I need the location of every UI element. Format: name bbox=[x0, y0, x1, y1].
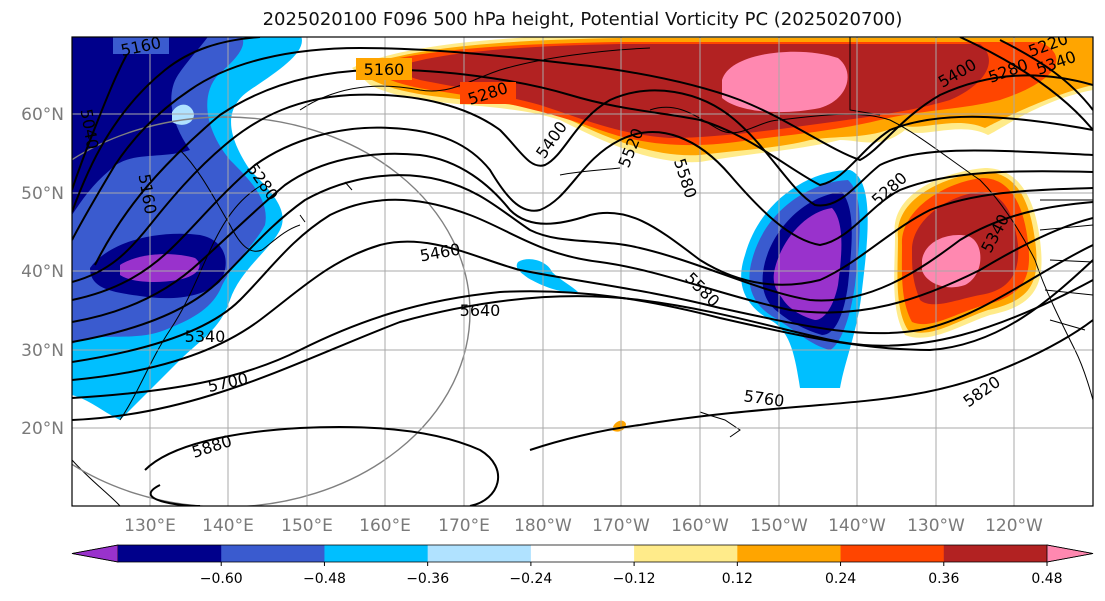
colorbar-tick-label: −0.12 bbox=[613, 571, 656, 587]
colorbar-swatch bbox=[427, 545, 532, 562]
colorbar-tick-label: −0.48 bbox=[303, 571, 346, 587]
colorbar-swatch bbox=[634, 545, 738, 562]
map-frame bbox=[71, 36, 1094, 507]
lon-label: 150°W bbox=[750, 516, 808, 536]
lon-label: 170°E bbox=[438, 516, 490, 536]
lat-label: 60°N bbox=[21, 105, 64, 125]
colorbar-extend-low bbox=[71, 544, 119, 563]
colorbar-tick-label: −0.36 bbox=[406, 571, 449, 587]
colorbar-outline bbox=[71, 544, 1094, 563]
lat-label: 20°N bbox=[21, 419, 64, 439]
colorbar-swatch bbox=[737, 545, 842, 562]
lon-label: 160°E bbox=[359, 516, 411, 536]
lat-label: 30°N bbox=[21, 341, 64, 361]
lon-label: 140°E bbox=[202, 516, 254, 536]
pv-anomaly-north-positive bbox=[352, 37, 1093, 163]
chart-title: 2025020100 F096 500 hPa height, Potentia… bbox=[262, 9, 903, 30]
lon-label: 160°W bbox=[671, 516, 729, 536]
latitude-labels: 20°N 30°N 40°N 50°N 60°N bbox=[21, 105, 64, 439]
colorbar-swatch bbox=[118, 545, 222, 562]
colorbar-tick-label: 0.48 bbox=[1031, 571, 1062, 587]
lon-label: 150°E bbox=[281, 516, 333, 536]
lon-label: 170°W bbox=[592, 516, 650, 536]
colorbar-swatches bbox=[71, 544, 1094, 563]
colorbar-tick-label: −0.24 bbox=[509, 571, 552, 587]
contour-label: 5640 bbox=[460, 301, 501, 320]
lon-label: 130°E bbox=[124, 516, 176, 536]
lat-label: 50°N bbox=[21, 184, 64, 204]
colorbar-swatch bbox=[840, 545, 945, 562]
colorbar-swatch bbox=[324, 545, 429, 562]
contour-label: 5160 bbox=[364, 60, 405, 79]
colorbar-swatch bbox=[943, 545, 1048, 562]
map-content: 5160 5160 5160 5280 5280 5280 5340 5400 … bbox=[72, 37, 1093, 506]
contour-label: 5340 bbox=[185, 327, 226, 346]
colorbar-tick-label: 0.24 bbox=[825, 571, 856, 587]
colorbar-tick-label: −0.60 bbox=[200, 571, 243, 587]
lon-label: 130°W bbox=[907, 516, 965, 536]
colorbar-tick-label: 0.36 bbox=[928, 571, 959, 587]
colorbar-swatch bbox=[530, 545, 635, 562]
colorbar-extend-high bbox=[1046, 544, 1094, 563]
colorbar-swatch bbox=[221, 545, 325, 562]
lon-label: 140°W bbox=[828, 516, 886, 536]
colorbar-tick-labels: −0.60 −0.48 −0.36 −0.24 −0.12 0.12 0.24 0.36 0.4… bbox=[200, 571, 1063, 587]
height-contours bbox=[72, 37, 1093, 506]
colorbar-ticks bbox=[220, 562, 1048, 566]
longitude-labels: 130°E 140°E 150°E 160°E 170°E 180°W 170°… bbox=[124, 516, 1043, 536]
range-ring bbox=[72, 116, 471, 506]
colorbar-tick-label: 0.12 bbox=[722, 571, 753, 587]
lon-label: 120°W bbox=[985, 516, 1043, 536]
lon-label: 180°W bbox=[514, 516, 572, 536]
lat-label: 40°N bbox=[21, 262, 64, 282]
